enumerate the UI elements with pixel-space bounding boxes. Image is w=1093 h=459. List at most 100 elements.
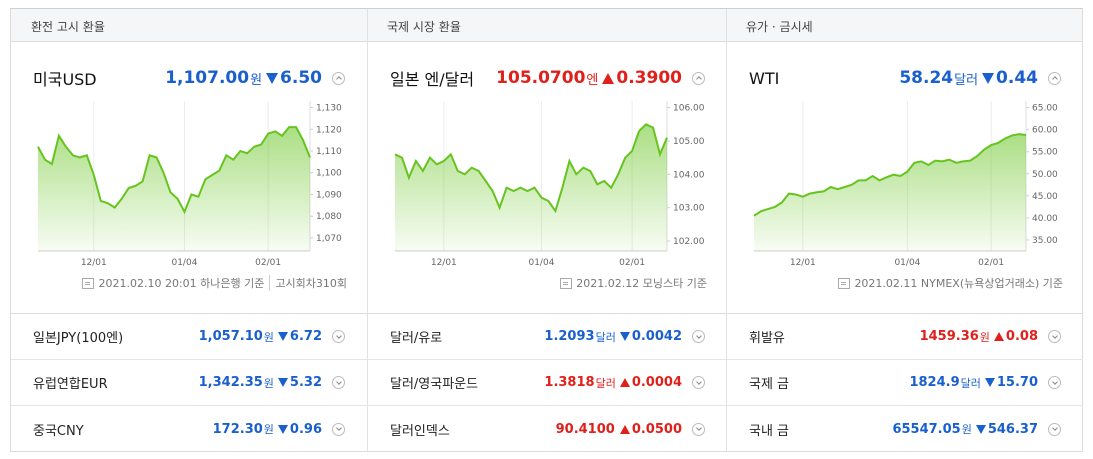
note-text: 2021.02.10 20:01 하나은행 기준 bbox=[98, 277, 265, 290]
change: 546.37 bbox=[987, 421, 1038, 437]
x-tick-label: 02/01 bbox=[619, 258, 645, 268]
note-text: 고시회차310회 bbox=[269, 275, 347, 291]
x-tick-label: 12/01 bbox=[81, 258, 107, 268]
direction-arrow bbox=[266, 72, 279, 84]
direction-arrow bbox=[993, 332, 1004, 341]
quote-list: 휘발유 1459.36 원 0.08 국제 금 1824.9 달러 15.70 국내 금 6554… bbox=[727, 313, 1083, 452]
quote-row: 국내 금 65547.05 원 546.37 bbox=[727, 406, 1083, 452]
direction-arrow bbox=[277, 332, 288, 341]
toggle-button[interactable] bbox=[332, 71, 345, 85]
tab[interactable]: 환전 고시 환율 bbox=[31, 20, 105, 34]
x-tick-label: 02/01 bbox=[255, 258, 281, 268]
y-tick-label: 103.00 bbox=[673, 204, 705, 214]
y-tick-label: 1,070 bbox=[316, 234, 342, 244]
price: 1824.9 bbox=[909, 375, 960, 390]
unit: 원 bbox=[263, 376, 274, 390]
tab[interactable]: 유가 · 금시세 bbox=[746, 20, 813, 34]
toggle-button[interactable] bbox=[1048, 376, 1061, 389]
toggle-button[interactable] bbox=[692, 71, 705, 85]
y-tick-label: 50.00 bbox=[1032, 170, 1058, 180]
change: 0.0500 bbox=[631, 421, 682, 437]
direction-arrow bbox=[602, 72, 615, 84]
chart: 12/01 01/04 02/01 35.00 40.00 45.00 50.00 55.00… bbox=[753, 101, 1058, 268]
quote-name: 국내 금 bbox=[749, 423, 790, 439]
direction-arrow bbox=[277, 378, 288, 387]
price: 90.4100 bbox=[555, 421, 615, 437]
y-tick-label: 106.00 bbox=[673, 104, 705, 114]
toggle-button[interactable] bbox=[332, 376, 345, 389]
price: 1459.36 bbox=[919, 329, 979, 344]
main-quote: 일본 엔/달러 105.0700 엔 0.3900 bbox=[390, 65, 727, 91]
quote-name: 휘발유 bbox=[749, 331, 785, 346]
line bbox=[753, 133, 1027, 217]
note-text: 2021.02.11 NYMEX(뉴욕상업거래소) 기준 bbox=[854, 277, 1063, 290]
quote-name: WTI bbox=[749, 68, 780, 88]
price: 1.3818 bbox=[544, 375, 595, 390]
change: 15.70 bbox=[996, 375, 1038, 390]
panel: 미국USD 1,107.00 원 6.50 12/01 01/04 02/01 1,070 1,… bbox=[11, 9, 367, 451]
price: 65547.05 bbox=[892, 421, 961, 437]
y-tick-label: 1,110 bbox=[316, 147, 342, 157]
quote-row: 국제 금 1824.9 달러 15.70 bbox=[727, 360, 1083, 406]
y-tick-label: 40.00 bbox=[1032, 214, 1058, 224]
toggle-button[interactable] bbox=[1048, 422, 1061, 436]
price: 58.24 bbox=[899, 68, 954, 88]
change: 5.32 bbox=[289, 375, 322, 390]
chart: 12/01 01/04 02/01 1,070 1,080 1,090 1,100 1,110… bbox=[37, 101, 342, 268]
unit: 달러 bbox=[954, 72, 979, 88]
chart: 12/01 01/04 02/01 102.00 103.00 104.00 105.00 1… bbox=[394, 101, 705, 268]
quote-row: 휘발유 1459.36 원 0.08 bbox=[727, 314, 1083, 360]
y-tick-label: 65.00 bbox=[1032, 104, 1058, 114]
price: 1,057.10 bbox=[198, 329, 263, 344]
x-tick-label: 12/01 bbox=[431, 258, 457, 268]
y-tick-label: 1,130 bbox=[316, 104, 342, 114]
toggle-button[interactable] bbox=[332, 422, 345, 436]
change: 6.50 bbox=[280, 68, 322, 88]
area bbox=[395, 124, 667, 251]
unit: 엔 bbox=[586, 72, 599, 88]
change: 0.0004 bbox=[631, 375, 682, 390]
direction-arrow bbox=[619, 424, 630, 434]
quote-list: 일본JPY(100엔) 1,057.10 원 6.72 유럽연합EUR 1,342.35 원… bbox=[11, 313, 367, 452]
unit: 원 bbox=[263, 423, 274, 436]
price: 1,342.35 bbox=[198, 375, 263, 390]
y-tick-label: 55.00 bbox=[1032, 148, 1058, 158]
area bbox=[754, 134, 1026, 251]
toggle-button[interactable] bbox=[332, 330, 345, 343]
change: 0.3900 bbox=[616, 68, 682, 88]
quote-name: 일본JPY(100엔) bbox=[33, 331, 124, 346]
quote-list: 달러/유로 1.2093 달러 0.0042 달러/영국파운드 1.3818 달러 0.000… bbox=[368, 313, 727, 452]
toggle-button[interactable] bbox=[692, 422, 705, 436]
quote-name: 달러/영국파운드 bbox=[390, 377, 479, 392]
quote-row: 유럽연합EUR 1,342.35 원 5.32 bbox=[11, 360, 367, 406]
x-tick-label: 01/04 bbox=[528, 258, 554, 268]
toggle-button[interactable] bbox=[1048, 330, 1061, 343]
unit: 달러 bbox=[595, 330, 616, 344]
y-tick-label: 1,090 bbox=[316, 190, 342, 200]
tab[interactable]: 국제 시장 환율 bbox=[387, 20, 461, 34]
y-tick-label: 60.00 bbox=[1032, 126, 1058, 136]
quote-name: 국제 금 bbox=[749, 377, 790, 392]
change: 0.0042 bbox=[631, 329, 682, 344]
change: 0.08 bbox=[1005, 329, 1038, 344]
y-tick-label: 45.00 bbox=[1032, 192, 1058, 202]
toggle-button[interactable] bbox=[692, 330, 705, 343]
y-tick-label: 102.00 bbox=[673, 237, 705, 247]
area bbox=[38, 127, 310, 251]
panel: 일본 엔/달러 105.0700 엔 0.3900 12/01 01/04 02/01 102… bbox=[367, 9, 727, 451]
main-quote: 미국USD 1,107.00 원 6.50 bbox=[33, 65, 367, 91]
note-text: 2021.02.12 모닝스타 기준 bbox=[576, 277, 707, 290]
tab-bar: 환전 고시 환율 국제 시장 환율 유가 · 금시세 bbox=[11, 9, 1082, 42]
price: 1.2093 bbox=[544, 329, 595, 344]
quote-row: 중국CNY 172.30 원 0.96 bbox=[11, 406, 367, 452]
line bbox=[394, 123, 668, 214]
toggle-button[interactable] bbox=[1048, 71, 1061, 85]
note-icon bbox=[82, 277, 95, 289]
unit: 달러 bbox=[595, 376, 616, 390]
unit: 원 bbox=[263, 330, 274, 344]
unit: 원 bbox=[250, 72, 263, 88]
quote-row: 일본JPY(100엔) 1,057.10 원 6.72 bbox=[11, 314, 367, 360]
toggle-button[interactable] bbox=[692, 376, 705, 389]
quote-name: 일본 엔/달러 bbox=[390, 70, 475, 89]
